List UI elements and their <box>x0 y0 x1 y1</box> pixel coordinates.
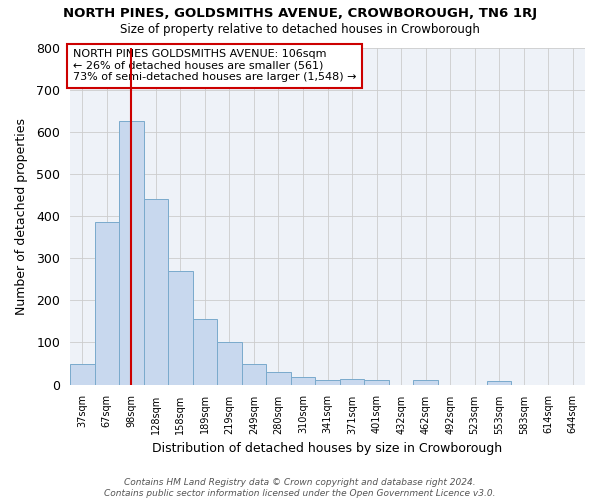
Text: Contains HM Land Registry data © Crown copyright and database right 2024.
Contai: Contains HM Land Registry data © Crown c… <box>104 478 496 498</box>
Bar <box>266 372 291 384</box>
Bar <box>487 381 511 384</box>
Text: Size of property relative to detached houses in Crowborough: Size of property relative to detached ho… <box>120 22 480 36</box>
Bar <box>340 379 364 384</box>
Bar <box>291 378 315 384</box>
Bar <box>217 342 242 384</box>
Bar <box>193 320 217 384</box>
Bar <box>413 380 438 384</box>
Y-axis label: Number of detached properties: Number of detached properties <box>15 118 28 314</box>
Bar <box>119 121 143 384</box>
Bar <box>95 222 119 384</box>
Bar <box>143 199 168 384</box>
Bar <box>168 271 193 384</box>
Text: NORTH PINES GOLDSMITHS AVENUE: 106sqm
← 26% of detached houses are smaller (561): NORTH PINES GOLDSMITHS AVENUE: 106sqm ← … <box>73 49 356 82</box>
Bar <box>315 380 340 384</box>
Bar <box>364 380 389 384</box>
Bar <box>242 364 266 384</box>
Text: NORTH PINES, GOLDSMITHS AVENUE, CROWBOROUGH, TN6 1RJ: NORTH PINES, GOLDSMITHS AVENUE, CROWBORO… <box>63 8 537 20</box>
Bar <box>70 364 95 384</box>
X-axis label: Distribution of detached houses by size in Crowborough: Distribution of detached houses by size … <box>152 442 503 455</box>
